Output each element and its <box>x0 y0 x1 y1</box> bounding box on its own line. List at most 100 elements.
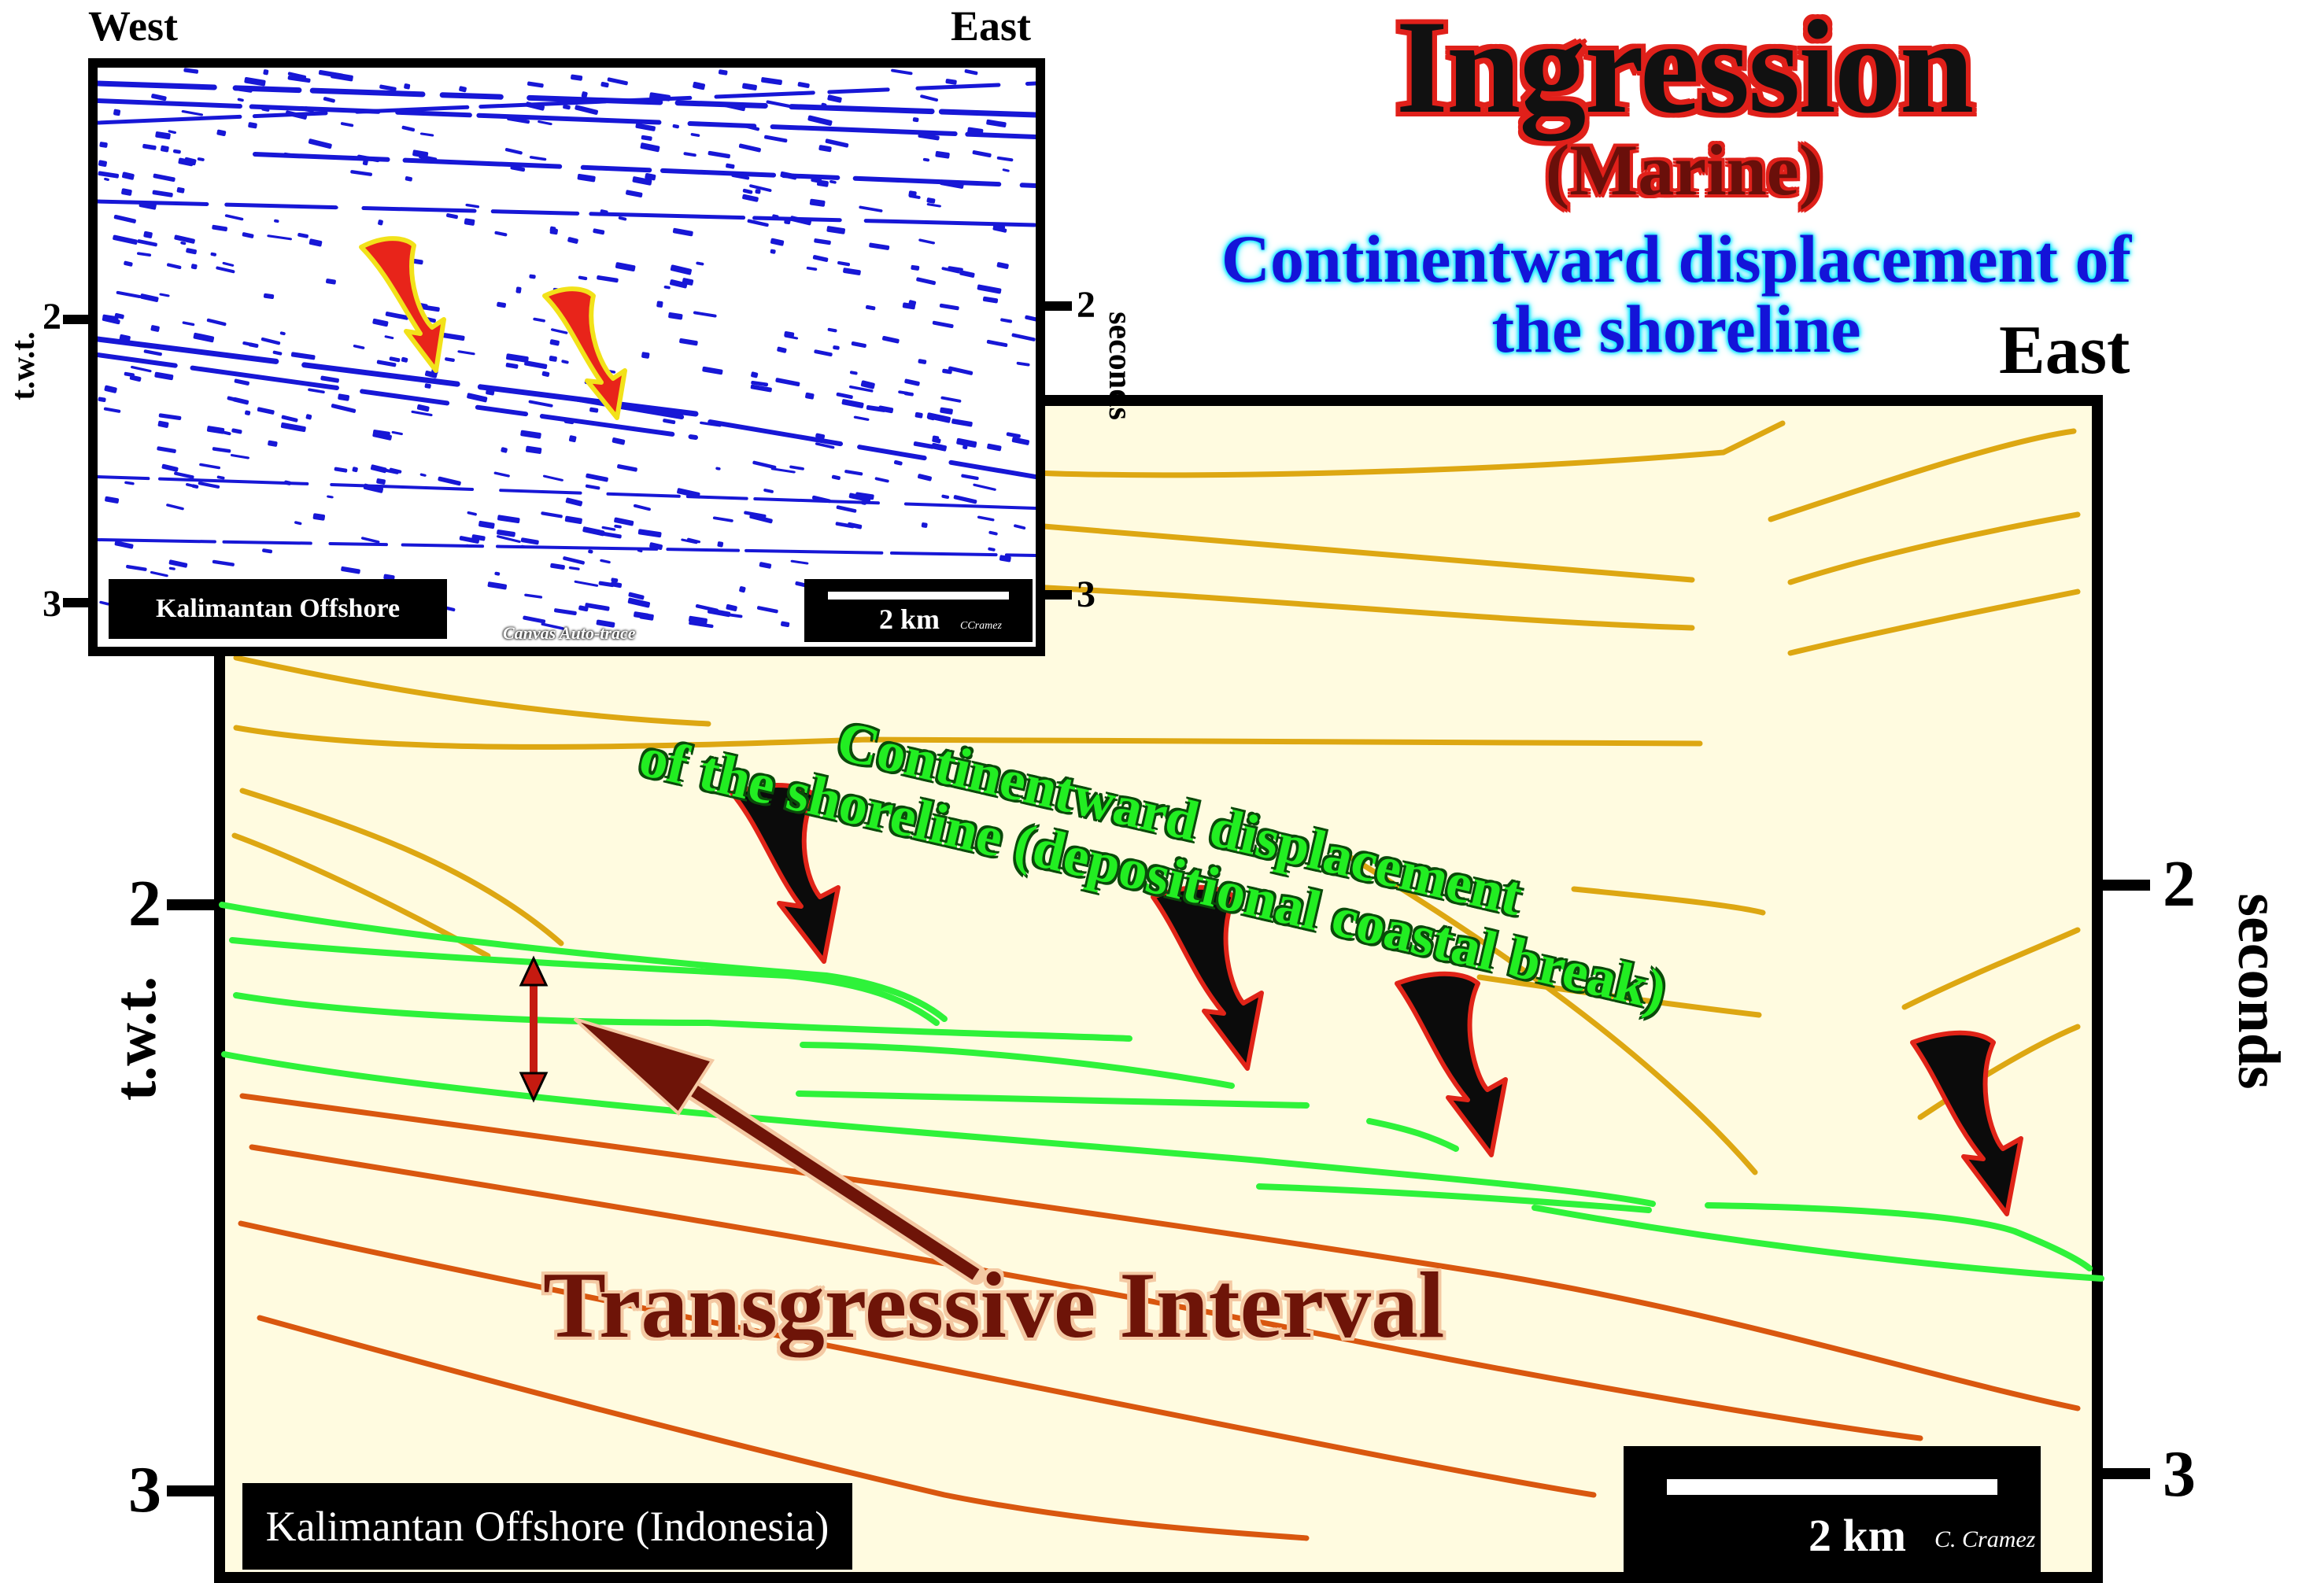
seismic-speckle <box>627 597 650 608</box>
seismic-speckle <box>143 231 153 239</box>
seismic-speckle <box>1025 315 1036 323</box>
seismic-speckle <box>1000 318 1013 323</box>
seismic-speckle <box>126 565 147 572</box>
seismic-speckle <box>770 249 776 254</box>
seismic-speckle <box>308 138 332 149</box>
seismic-reflector <box>362 391 447 403</box>
seismic-speckle <box>391 431 403 436</box>
seismic-speckle <box>874 477 889 483</box>
seismic-speckle <box>759 562 771 569</box>
seismic-speckle <box>274 219 279 223</box>
seismic-speckle <box>853 415 869 421</box>
seismic-speckle <box>589 407 599 412</box>
seismic-speckle <box>739 586 746 593</box>
seismic-speckle <box>129 375 141 382</box>
seismic-speckle <box>742 83 757 90</box>
transgressive-reflector <box>1535 1208 2101 1279</box>
seismic-reflector <box>364 208 475 212</box>
seismic-speckle <box>814 349 833 356</box>
seismic-speckle <box>157 446 176 453</box>
inset-scale-bar <box>828 592 1009 600</box>
seismic-speckle <box>312 513 325 521</box>
seismic-speckle <box>841 399 864 408</box>
inset-credit: CCramez <box>960 620 1002 633</box>
seismic-speckle <box>505 363 518 369</box>
seismic-speckle <box>634 611 649 619</box>
seismic-speckle <box>338 393 349 401</box>
seismic-reflector <box>663 171 774 175</box>
seismic-speckle <box>150 325 160 332</box>
seismic-speckle <box>806 267 817 271</box>
seismic-speckle <box>212 559 235 566</box>
seismic-speckle <box>357 154 380 162</box>
seismic-speckle <box>781 621 790 627</box>
seismic-speckle <box>964 69 977 76</box>
seismic-speckle <box>851 341 866 349</box>
seismic-speckle <box>986 120 1007 128</box>
seismic-speckle <box>972 150 992 158</box>
seismic-speckle <box>693 82 706 90</box>
page-subtitle: (Marine) <box>1480 134 1889 206</box>
headline-line-2: the shoreline <box>1149 294 2204 364</box>
main-left-axis-label: t.w.t. <box>96 960 175 1117</box>
seismic-speckle <box>281 423 307 433</box>
seismic-speckle <box>181 110 203 116</box>
seismic-speckle <box>245 410 251 415</box>
seismic-speckle <box>565 497 582 507</box>
seismic-speckle <box>121 188 132 196</box>
seismic-speckle <box>835 522 854 529</box>
seismic-speckle <box>869 242 890 250</box>
seismic-speckle <box>832 474 841 480</box>
seismic-reflector <box>98 101 240 106</box>
main-right-tick-2 <box>2101 880 2150 891</box>
seismic-reflector <box>773 127 955 134</box>
seismic-speckle <box>341 122 354 127</box>
seismic-speckle <box>417 404 430 412</box>
seismic-speckle <box>401 356 408 363</box>
seismic-reflector <box>331 485 472 489</box>
seismic-speckle <box>941 494 949 499</box>
seismic-speckle <box>679 338 698 346</box>
seismic-speckle <box>550 563 565 570</box>
seismic-speckle <box>98 160 108 167</box>
seismic-speckle <box>331 72 353 81</box>
seismic-speckle <box>726 604 737 612</box>
seismic-reflector <box>357 107 467 112</box>
seismic-speckle <box>497 301 507 308</box>
main-tick-label-left-2: 2 <box>128 865 161 942</box>
seismic-speckle <box>988 547 996 552</box>
seismic-speckle <box>465 204 479 208</box>
seismic-speckle <box>376 478 386 485</box>
seismic-speckle <box>600 82 609 88</box>
seismic-speckle <box>634 504 652 511</box>
seismic-speckle <box>186 248 197 255</box>
seismic-speckle <box>446 213 459 220</box>
seismic-speckle <box>601 531 622 538</box>
seismic-reflector <box>892 553 996 555</box>
seismic-speckle <box>918 238 935 245</box>
seismic-speckle <box>940 396 962 403</box>
seismic-speckle <box>891 68 913 75</box>
seismic-reflector <box>918 85 999 88</box>
seismic-speckle <box>940 407 953 415</box>
seismic-speckle <box>131 366 152 373</box>
seismic-speckle <box>780 172 797 180</box>
seismic-speckle <box>494 571 500 576</box>
seismic-speckle <box>244 77 266 87</box>
seismic-speckle <box>105 496 120 504</box>
seismic-speckle <box>784 218 791 224</box>
seismic-speckle <box>953 495 977 504</box>
seismic-speckle <box>1011 333 1036 341</box>
seismic-speckle <box>515 286 522 293</box>
seismic-speckle <box>159 293 170 297</box>
seismic-speckle <box>478 521 495 530</box>
seismic-speckle <box>260 338 280 345</box>
seismic-speckle <box>926 203 941 208</box>
seismic-speckle <box>940 304 959 311</box>
seismic-speckle <box>152 190 173 197</box>
seismic-reflector <box>667 549 738 551</box>
seismic-speckle <box>384 335 393 339</box>
inset-left-axis-label: t.w.t. <box>4 311 43 421</box>
seismic-speckle <box>493 471 510 478</box>
inset-location-label: Kalimantan Offshore <box>109 579 447 639</box>
